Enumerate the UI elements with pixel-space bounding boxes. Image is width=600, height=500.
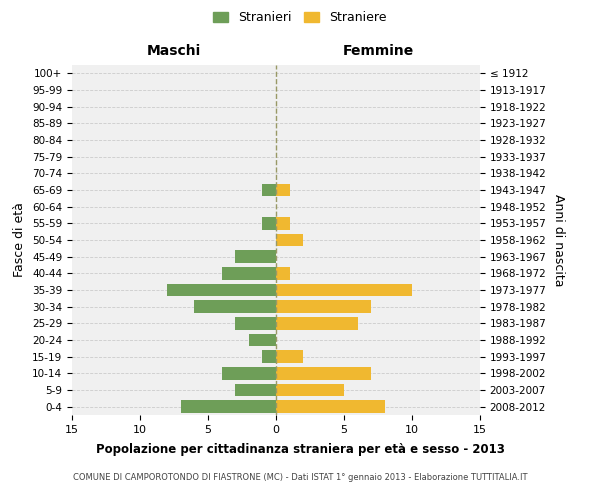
- Bar: [235, 384, 276, 396]
- Text: Femmine: Femmine: [343, 44, 413, 58]
- Bar: [276, 284, 412, 296]
- Bar: [276, 350, 303, 363]
- Bar: [262, 184, 276, 196]
- Bar: [276, 267, 290, 280]
- Bar: [276, 300, 371, 313]
- Legend: Stranieri, Straniere: Stranieri, Straniere: [208, 6, 392, 29]
- Bar: [181, 400, 276, 413]
- Bar: [221, 367, 276, 380]
- Bar: [194, 300, 276, 313]
- Bar: [221, 267, 276, 280]
- Y-axis label: Anni di nascita: Anni di nascita: [552, 194, 565, 286]
- Bar: [235, 317, 276, 330]
- Bar: [276, 217, 290, 230]
- Bar: [276, 234, 303, 246]
- Bar: [276, 384, 344, 396]
- Text: Popolazione per cittadinanza straniera per età e sesso - 2013: Popolazione per cittadinanza straniera p…: [95, 442, 505, 456]
- Bar: [167, 284, 276, 296]
- Bar: [276, 367, 371, 380]
- Bar: [262, 217, 276, 230]
- Bar: [276, 317, 358, 330]
- Bar: [276, 184, 290, 196]
- Bar: [276, 400, 385, 413]
- Bar: [249, 334, 276, 346]
- Bar: [235, 250, 276, 263]
- Text: COMUNE DI CAMPOROTONDO DI FIASTRONE (MC) - Dati ISTAT 1° gennaio 2013 - Elaboraz: COMUNE DI CAMPOROTONDO DI FIASTRONE (MC)…: [73, 472, 527, 482]
- Text: Maschi: Maschi: [147, 44, 201, 58]
- Y-axis label: Fasce di età: Fasce di età: [13, 202, 26, 278]
- Bar: [262, 350, 276, 363]
